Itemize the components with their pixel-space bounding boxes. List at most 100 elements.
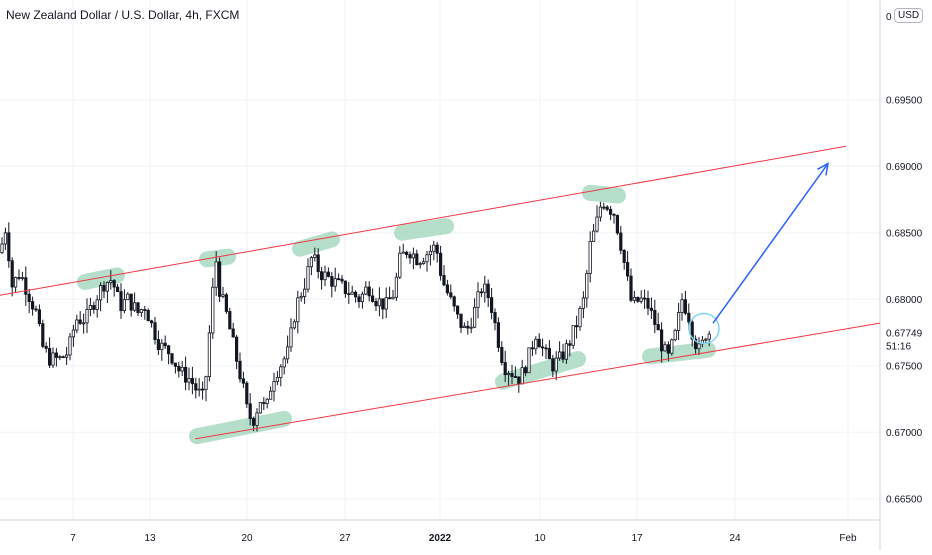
chart-title: New Zealand Dollar / U.S. Dollar, 4h, FX… <box>6 8 240 22</box>
candle-body <box>534 338 538 350</box>
candle-body <box>442 275 446 286</box>
highlight-zone <box>582 184 626 204</box>
candle-body <box>673 329 677 341</box>
candle-body <box>0 243 4 254</box>
candle-body <box>336 278 341 281</box>
candle-body <box>683 299 688 314</box>
candle-body <box>588 240 592 274</box>
candle-body <box>649 307 654 311</box>
candle-body <box>177 365 181 372</box>
candle-body <box>381 298 385 310</box>
candle-body <box>415 253 419 266</box>
candle-body <box>24 277 28 295</box>
candle-body <box>469 326 473 329</box>
candle-body <box>85 309 89 324</box>
y-tick-label: 0.69000 <box>886 162 923 173</box>
candle-body <box>677 312 681 331</box>
candle-body <box>411 253 416 259</box>
forecast-arrow-head <box>817 162 830 176</box>
candle-body <box>326 271 331 277</box>
candle-body <box>204 376 208 391</box>
candle-body <box>466 325 470 329</box>
channel-lower-line[interactable] <box>194 322 881 440</box>
candle-body <box>561 351 565 360</box>
candle-body <box>170 353 174 364</box>
candle-body <box>609 208 613 215</box>
currency-badge[interactable]: USD <box>894 8 924 23</box>
candle-body <box>489 297 494 313</box>
candle-body <box>374 301 378 307</box>
y-tick-label: 0.67000 <box>886 428 923 439</box>
candle-body <box>476 291 480 308</box>
x-tick-label: Feb <box>839 533 857 544</box>
candle-body <box>173 362 177 367</box>
candle-body <box>680 299 684 313</box>
candle-body <box>707 333 711 340</box>
candle-body <box>166 345 171 355</box>
candle-body <box>330 276 334 287</box>
candle-body <box>251 418 256 426</box>
candle-body <box>353 291 358 298</box>
candle-body <box>527 347 531 374</box>
y-tick-label: 0.67500 <box>886 362 923 373</box>
candle-body <box>143 309 147 311</box>
candle-body <box>646 298 650 309</box>
highlight-zone <box>394 218 454 241</box>
candle-body <box>632 296 637 301</box>
candle-body <box>20 277 25 280</box>
candle-body <box>564 343 569 360</box>
candle-body <box>61 356 65 359</box>
highlight-zone <box>199 248 236 268</box>
candle-body <box>581 297 586 309</box>
candle-body <box>472 306 477 328</box>
candle-body <box>82 322 86 325</box>
candle-body <box>112 280 116 288</box>
candle-body <box>520 367 524 385</box>
candle-body <box>425 254 429 263</box>
candle-body <box>398 252 402 278</box>
candle-body <box>605 206 609 210</box>
candle-body <box>214 261 218 288</box>
candle-body <box>694 338 698 350</box>
candle-body <box>578 307 582 328</box>
y-tick-label: 0.66500 <box>886 495 923 506</box>
candle-body <box>432 244 436 252</box>
forecast-arrow-line[interactable] <box>712 163 829 324</box>
candle-body <box>653 309 657 325</box>
candle-body <box>595 216 599 232</box>
candle-body <box>585 273 589 299</box>
circle-marker[interactable] <box>688 312 720 345</box>
candle-body <box>367 286 371 297</box>
candle-body <box>228 311 232 330</box>
candle-body <box>690 321 694 340</box>
candle-body <box>224 294 228 312</box>
channel-upper-line[interactable] <box>0 145 847 296</box>
candle-body <box>136 302 140 314</box>
candle-body <box>660 329 664 352</box>
candle-body <box>687 312 691 323</box>
candle-body <box>30 301 35 310</box>
candle-body <box>197 388 201 391</box>
candle-body <box>248 403 252 419</box>
candle-body <box>71 329 75 338</box>
candle-body <box>99 285 103 301</box>
candle-body <box>65 354 69 358</box>
candle-body <box>44 345 48 349</box>
candle-body <box>265 398 269 404</box>
candle-body <box>462 325 467 329</box>
candle-body <box>551 358 555 372</box>
candle-body <box>119 291 123 311</box>
candle-body <box>506 373 511 376</box>
candle-body <box>231 328 235 338</box>
x-tick-label: 20 <box>241 533 253 544</box>
candle-body <box>51 352 55 366</box>
candle-body <box>663 344 667 352</box>
candle-body <box>255 412 259 426</box>
candle-body <box>568 343 572 346</box>
x-tick-label: 7 <box>70 533 76 544</box>
candle-body <box>347 293 351 296</box>
candle-body <box>289 327 293 348</box>
candle-body <box>408 254 412 259</box>
